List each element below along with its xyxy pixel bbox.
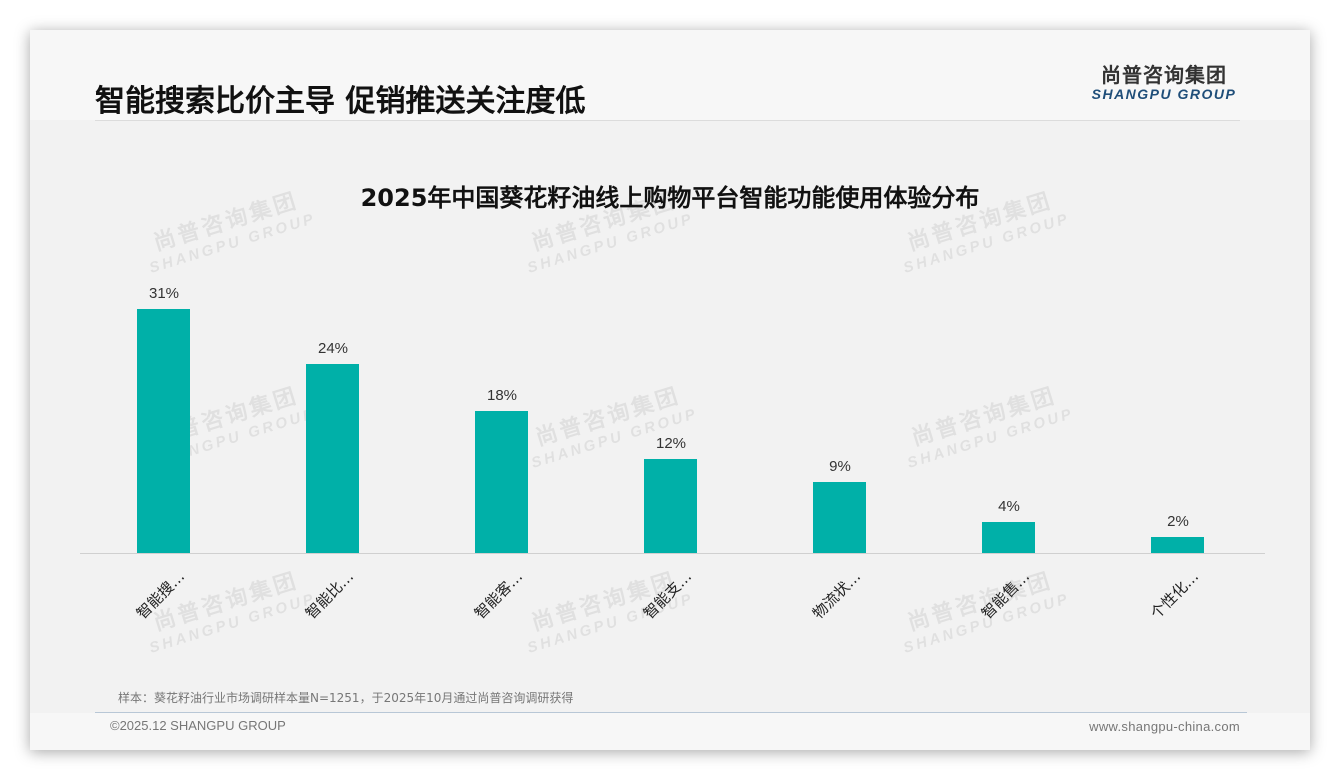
logo-en-text: SHANGPU GROUP xyxy=(1091,86,1237,102)
footer-divider xyxy=(95,712,1247,713)
page-title: 智能搜索比价主导 促销推送关注度低 xyxy=(95,84,586,119)
bar-value-label: 9% xyxy=(829,458,851,475)
company-logo: 尚普咨询集团 SHANGPU GROUP xyxy=(1088,64,1240,102)
bar xyxy=(644,459,697,553)
x-axis-category-label: 物流状… xyxy=(808,567,865,623)
bar-group: 31% xyxy=(104,270,224,554)
bar-group: 24% xyxy=(273,270,393,554)
bar xyxy=(306,364,359,553)
chart-title: 2025年中国葵花籽油线上购物平台智能功能使用体验分布 xyxy=(360,184,980,212)
logo-cn-text: 尚普咨询集团 xyxy=(1101,63,1227,87)
sample-note: 样本：葵花籽油行业市场调研样本量N=1251，于2025年10月通过尚普咨询调研… xyxy=(118,691,574,705)
x-axis-category-label: 智能支… xyxy=(639,567,696,623)
bar-value-label: 12% xyxy=(655,435,687,452)
title-divider xyxy=(95,120,1240,121)
footer-band xyxy=(30,713,1310,750)
x-axis-category-label: 智能搜… xyxy=(132,567,189,623)
bar-value-label: 2% xyxy=(1167,513,1189,530)
bar-group: 9% xyxy=(780,270,900,554)
bar-value-label: 18% xyxy=(486,387,518,404)
bar-group: 2% xyxy=(1118,270,1238,554)
x-axis-line xyxy=(80,553,1265,554)
bar-value-label: 4% xyxy=(998,498,1020,515)
x-axis-category-label: 智能客… xyxy=(470,567,527,623)
bar-value-label: 24% xyxy=(317,340,349,357)
x-axis-category-label: 个性化… xyxy=(1146,567,1203,623)
bar xyxy=(137,309,190,553)
website-link[interactable]: www.shangpu-china.com xyxy=(1089,719,1240,734)
bar-group: 4% xyxy=(949,270,1069,554)
bar xyxy=(982,522,1035,553)
bar xyxy=(813,482,866,553)
x-axis-category-label: 智能售… xyxy=(977,567,1034,623)
bar-group: 18% xyxy=(442,270,562,554)
header-band xyxy=(30,30,1310,120)
slide: 智能搜索比价主导 促销推送关注度低 尚普咨询集团 SHANGPU GROUP 尚… xyxy=(30,30,1310,750)
bar-group: 12% xyxy=(611,270,731,554)
copyright-text: ©2025.12 SHANGPU GROUP xyxy=(110,718,286,733)
bar xyxy=(1151,537,1204,553)
bar-value-label: 31% xyxy=(148,285,180,302)
x-axis-category-label: 智能比… xyxy=(301,567,358,623)
bar xyxy=(475,411,528,553)
bar-chart-plot: 31% 智能搜… 24% 智能比… 18% 智能客… 12% 智能支… 9% 物流状… 4% 智能售…… xyxy=(80,270,1265,623)
